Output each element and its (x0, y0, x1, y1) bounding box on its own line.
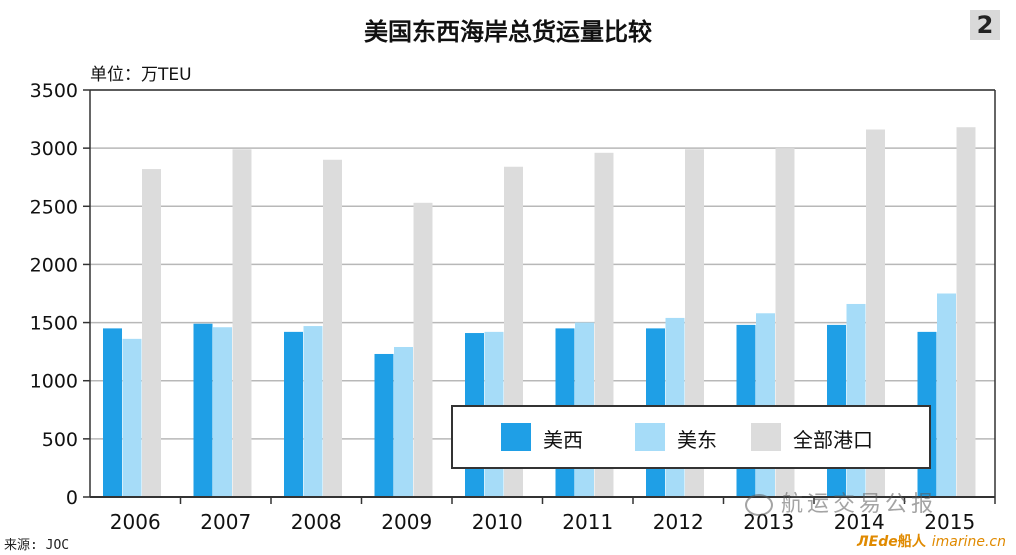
wechat-icon (745, 494, 773, 516)
bar-east (394, 346, 413, 497)
bar-all-ports (142, 169, 161, 497)
source-note: 来源: JOC (4, 538, 70, 553)
bar-west (103, 328, 122, 497)
bar-all-ports (232, 149, 252, 497)
bar-east (937, 293, 956, 497)
y-tick-label: 500 (42, 429, 78, 451)
watermark-text: 航运交易公报 (781, 492, 938, 517)
y-tick-label: 2000 (30, 254, 78, 276)
y-tick-label: 3500 (30, 80, 78, 102)
x-tick-label: 2015 (924, 510, 975, 534)
bar-east (213, 327, 232, 497)
figure-number-badge: 2 (970, 10, 1000, 40)
bar-east (303, 326, 323, 497)
x-tick-label: 2010 (472, 510, 523, 534)
x-tick-label: 2008 (291, 510, 342, 534)
y-axis-unit-label: 单位：万TEU (90, 65, 192, 85)
chart-title: 美国东西海岸总货运量比较 (364, 18, 652, 46)
x-tick-label: 2007 (200, 510, 251, 534)
bar-all-ports (323, 159, 342, 497)
legend-swatch-all-ports (751, 423, 781, 451)
x-tick-label: 2009 (381, 510, 432, 534)
watermark: 航运交易公报 (745, 486, 937, 518)
legend-swatch-east (635, 423, 665, 451)
x-tick-label: 2012 (653, 510, 704, 534)
legend-label-east: 美东 (677, 428, 717, 452)
bar-west (374, 353, 394, 497)
brand-url: imarine.cn (931, 534, 1006, 550)
chart-legend: 美西 美东 全部港口 (451, 405, 931, 469)
legend-label-west: 美西 (543, 428, 583, 452)
brand-mark: ЛЕde (857, 534, 898, 550)
y-tick-label: 2500 (30, 196, 78, 218)
y-tick-label: 0 (66, 487, 78, 509)
bar-west (193, 323, 213, 497)
brand-cn: 船人 (897, 534, 926, 550)
bar-all-ports (956, 127, 976, 497)
brand-logo: ЛЕde船人 imarine.cn (857, 531, 1006, 551)
bar-all-ports (413, 202, 433, 497)
legend-swatch-west (501, 423, 531, 451)
y-tick-label: 3000 (30, 138, 78, 160)
bar-east (122, 338, 142, 497)
x-tick-label: 2006 (110, 510, 161, 534)
legend-label-all-ports: 全部港口 (793, 428, 873, 452)
bar-west (284, 331, 303, 497)
x-tick-label: 2011 (562, 510, 613, 534)
y-tick-label: 1500 (30, 313, 78, 335)
x-tick-label: 2014 (834, 510, 885, 534)
y-tick-label: 1000 (30, 371, 78, 393)
